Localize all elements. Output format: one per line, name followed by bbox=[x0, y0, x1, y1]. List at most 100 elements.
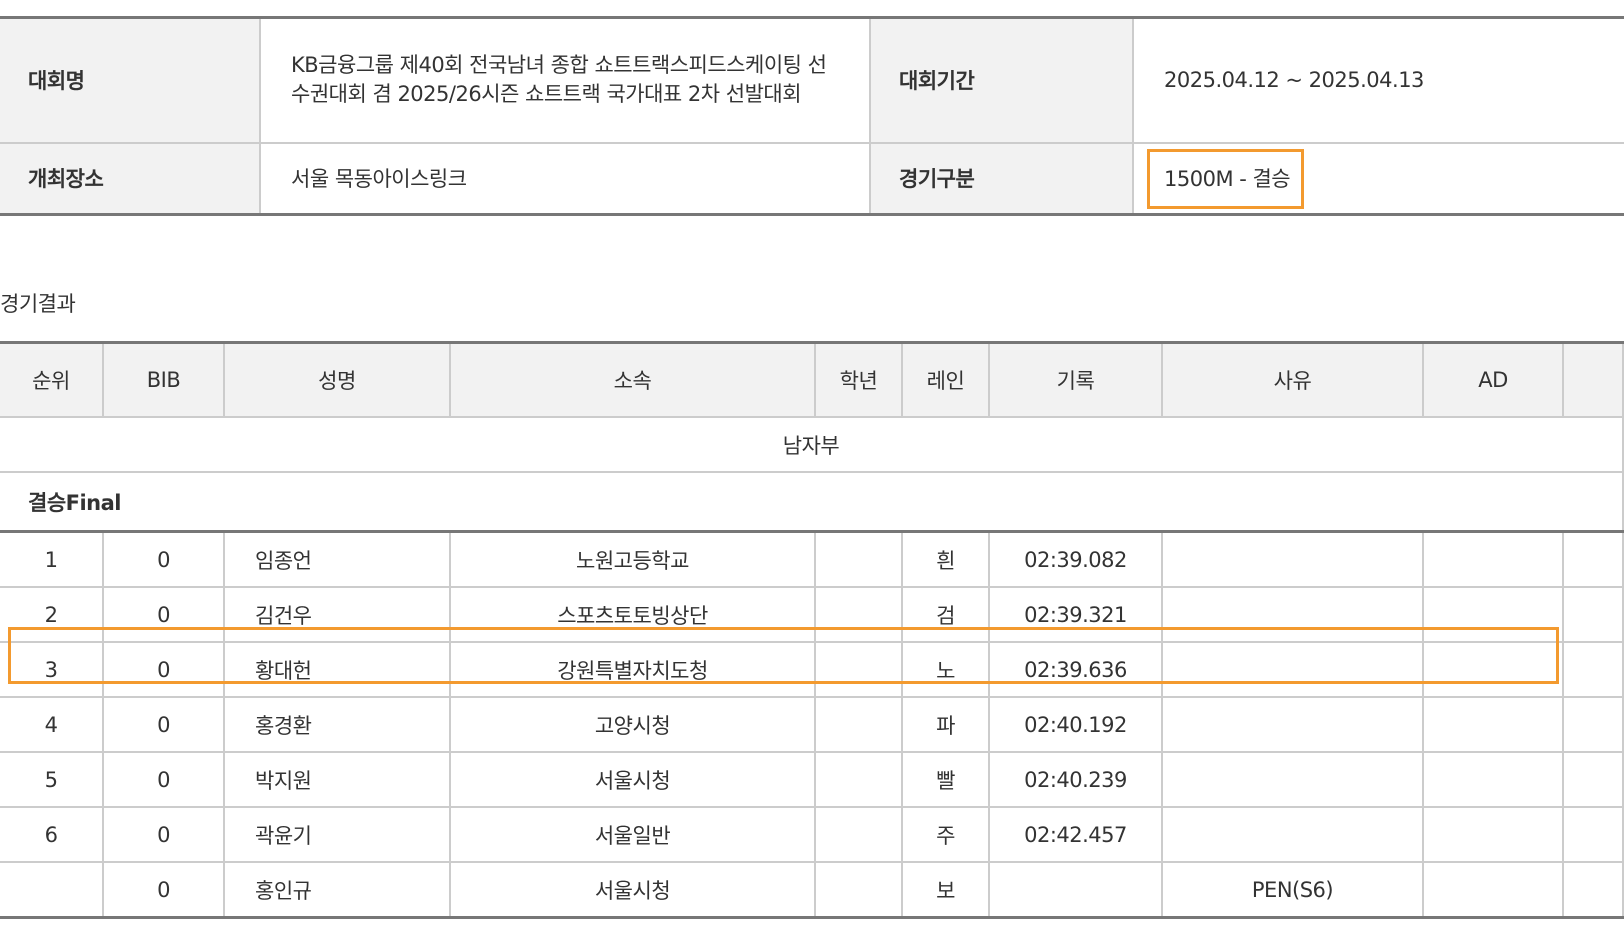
cell-ad bbox=[1422, 586, 1564, 643]
cell-bib: 0 bbox=[102, 696, 225, 753]
venue-label: 개최장소 bbox=[0, 142, 261, 215]
cell-extra bbox=[1562, 696, 1624, 753]
cell-extra bbox=[1562, 806, 1624, 863]
table-row: 3 0 황대헌 강원특별자치도청 노 02:39.636 bbox=[0, 641, 1624, 698]
cell-rank: 3 bbox=[0, 641, 104, 698]
cell-record: 02:40.192 bbox=[988, 696, 1163, 753]
cell-lane: 노 bbox=[901, 641, 990, 698]
cell-rank: 4 bbox=[0, 696, 104, 753]
cell-lane: 파 bbox=[901, 696, 990, 753]
column-header-ad: AD bbox=[1422, 342, 1564, 418]
cell-rank: 5 bbox=[0, 751, 104, 808]
event-value: 1500M - 결승 bbox=[1132, 142, 1624, 215]
cell-name: 홍인규 bbox=[223, 861, 451, 919]
cell-record: 02:39.321 bbox=[988, 586, 1163, 643]
cell-name: 황대헌 bbox=[223, 641, 451, 698]
cell-bib: 0 bbox=[102, 751, 225, 808]
table-row: 0 홍인규 서울시청 보 PEN(S6) bbox=[0, 861, 1624, 919]
cell-record: 02:42.457 bbox=[988, 806, 1163, 863]
competition-info-table: 대회명 KB금융그룹 제40회 전국남녀 종합 쇼트트랙스피드스케이팅 선수권대… bbox=[0, 16, 1624, 216]
column-header-bib: BIB bbox=[102, 342, 225, 418]
competition-name-value: KB금융그룹 제40회 전국남녀 종합 쇼트트랙스피드스케이팅 선수권대회 겸 … bbox=[259, 17, 871, 144]
table-row: 5 0 박지원 서울시청 빨 02:40.239 bbox=[0, 751, 1624, 808]
cell-affiliation: 고양시청 bbox=[449, 696, 816, 753]
cell-affiliation: 서울일반 bbox=[449, 806, 816, 863]
competition-period-label: 대회기간 bbox=[869, 17, 1134, 144]
table-row: 6 0 곽윤기 서울일반 주 02:42.457 bbox=[0, 806, 1624, 863]
cell-lane: 보 bbox=[901, 861, 990, 919]
cell-grade bbox=[814, 586, 903, 643]
cell-reason bbox=[1161, 806, 1424, 863]
cell-ad bbox=[1422, 806, 1564, 863]
column-header-extra bbox=[1562, 342, 1624, 418]
cell-rank: 6 bbox=[0, 806, 104, 863]
cell-rank: 1 bbox=[0, 530, 104, 588]
cell-reason bbox=[1161, 696, 1424, 753]
cell-extra bbox=[1562, 641, 1624, 698]
cell-ad bbox=[1422, 641, 1564, 698]
cell-reason bbox=[1161, 641, 1424, 698]
table-row: 2 0 김건우 스포츠토토빙상단 검 02:39.321 bbox=[0, 586, 1624, 643]
cell-lane: 빨 bbox=[901, 751, 990, 808]
cell-grade bbox=[814, 641, 903, 698]
cell-bib: 0 bbox=[102, 530, 225, 588]
cell-lane: 검 bbox=[901, 586, 990, 643]
cell-extra bbox=[1562, 861, 1624, 919]
cell-extra bbox=[1562, 751, 1624, 808]
cell-affiliation: 서울시청 bbox=[449, 861, 816, 919]
cell-affiliation: 서울시청 bbox=[449, 751, 816, 808]
cell-grade bbox=[814, 751, 903, 808]
group-label: 남자부 bbox=[0, 416, 1624, 473]
cell-lane: 흰 bbox=[901, 530, 990, 588]
cell-record: 02:40.239 bbox=[988, 751, 1163, 808]
cell-record: 02:39.636 bbox=[988, 641, 1163, 698]
venue-value: 서울 목동아이스링크 bbox=[259, 142, 871, 215]
round-label: 결승Final bbox=[0, 471, 1624, 533]
results-table: 순위 BIB 성명 소속 학년 레인 기록 사유 AD 남자부 결승Final 1 0 임종언 노원고… bbox=[0, 341, 1624, 919]
cell-record: 02:39.082 bbox=[988, 530, 1163, 588]
cell-rank bbox=[0, 861, 104, 919]
cell-record bbox=[988, 861, 1163, 919]
cell-lane: 주 bbox=[901, 806, 990, 863]
cell-affiliation: 강원특별자치도청 bbox=[449, 641, 816, 698]
cell-affiliation: 스포츠토토빙상단 bbox=[449, 586, 816, 643]
cell-bib: 0 bbox=[102, 806, 225, 863]
table-row: 4 0 홍경환 고양시청 파 02:40.192 bbox=[0, 696, 1624, 753]
event-label: 경기구분 bbox=[869, 142, 1134, 215]
cell-name: 임종언 bbox=[223, 530, 451, 588]
cell-reason bbox=[1161, 751, 1424, 808]
cell-extra bbox=[1562, 586, 1624, 643]
cell-name: 곽윤기 bbox=[223, 806, 451, 863]
cell-ad bbox=[1422, 861, 1564, 919]
cell-grade bbox=[814, 530, 903, 588]
cell-bib: 0 bbox=[102, 586, 225, 643]
competition-period-value: 2025.04.12 ~ 2025.04.13 bbox=[1132, 17, 1624, 144]
cell-extra bbox=[1562, 530, 1624, 588]
cell-ad bbox=[1422, 696, 1564, 753]
cell-bib: 0 bbox=[102, 861, 225, 919]
cell-name: 홍경환 bbox=[223, 696, 451, 753]
cell-affiliation: 노원고등학교 bbox=[449, 530, 816, 588]
cell-reason bbox=[1161, 530, 1424, 588]
column-header-affiliation: 소속 bbox=[449, 342, 816, 418]
cell-bib: 0 bbox=[102, 641, 225, 698]
column-header-lane: 레인 bbox=[901, 342, 990, 418]
cell-name: 김건우 bbox=[223, 586, 451, 643]
cell-name: 박지원 bbox=[223, 751, 451, 808]
table-row: 1 0 임종언 노원고등학교 흰 02:39.082 bbox=[0, 530, 1624, 588]
column-header-rank: 순위 bbox=[0, 342, 104, 418]
column-header-record: 기록 bbox=[988, 342, 1163, 418]
cell-ad bbox=[1422, 751, 1564, 808]
cell-rank: 2 bbox=[0, 586, 104, 643]
column-header-name: 성명 bbox=[223, 342, 451, 418]
competition-name-label: 대회명 bbox=[0, 17, 261, 144]
column-header-reason: 사유 bbox=[1161, 342, 1424, 418]
cell-reason: PEN(S6) bbox=[1161, 861, 1424, 919]
cell-grade bbox=[814, 806, 903, 863]
cell-reason bbox=[1161, 586, 1424, 643]
column-header-grade: 학년 bbox=[814, 342, 903, 418]
cell-ad bbox=[1422, 530, 1564, 588]
cell-grade bbox=[814, 696, 903, 753]
results-section-title: 경기결과 bbox=[0, 292, 76, 316]
cell-grade bbox=[814, 861, 903, 919]
